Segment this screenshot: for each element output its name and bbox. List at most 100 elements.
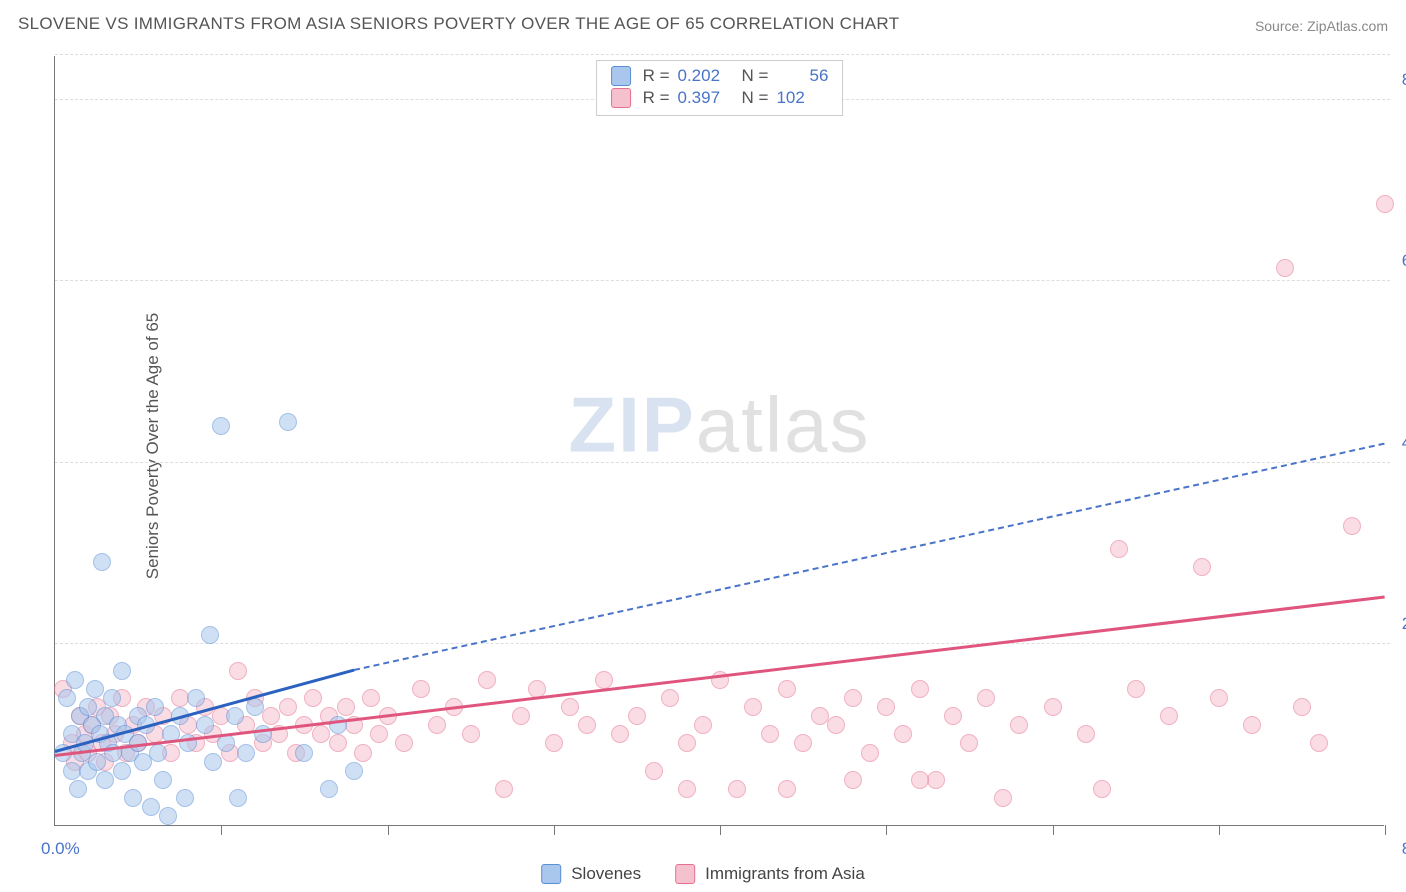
asia-point bbox=[844, 771, 862, 789]
asia-point bbox=[262, 707, 280, 725]
slovenes-point bbox=[146, 698, 164, 716]
legend-label-asia: Immigrants from Asia bbox=[705, 864, 865, 884]
slovenes-point bbox=[113, 762, 131, 780]
asia-point bbox=[279, 698, 297, 716]
n-label: N = bbox=[742, 65, 769, 87]
asia-point bbox=[578, 716, 596, 734]
asia-point bbox=[861, 744, 879, 762]
asia-point bbox=[1310, 734, 1328, 752]
slovenes-point bbox=[320, 780, 338, 798]
gridline bbox=[55, 462, 1390, 463]
slovenes-point bbox=[69, 780, 87, 798]
slovenes-point bbox=[279, 413, 297, 431]
slovenes-point bbox=[149, 744, 167, 762]
correlation-legend: R = 0.202 N = 56 R = 0.397 N = 102 bbox=[596, 60, 844, 116]
asia-point bbox=[911, 771, 929, 789]
x-tick bbox=[221, 825, 222, 835]
trend-slovenes-dashed bbox=[354, 443, 1385, 671]
slovenes-point bbox=[142, 798, 160, 816]
asia-point bbox=[1210, 689, 1228, 707]
x-tick bbox=[1219, 825, 1220, 835]
watermark: ZIPatlas bbox=[568, 380, 870, 471]
asia-point bbox=[370, 725, 388, 743]
slovenes-point bbox=[159, 807, 177, 825]
slovenes-point bbox=[196, 716, 214, 734]
asia-point bbox=[1276, 259, 1294, 277]
swatch-slovenes bbox=[541, 864, 561, 884]
r-value-slovenes: 0.202 bbox=[678, 65, 730, 87]
asia-point bbox=[1044, 698, 1062, 716]
asia-point bbox=[778, 780, 796, 798]
slovenes-point bbox=[187, 689, 205, 707]
slovenes-point bbox=[154, 771, 172, 789]
asia-point bbox=[1160, 707, 1178, 725]
asia-point bbox=[1193, 558, 1211, 576]
legend-label-slovenes: Slovenes bbox=[571, 864, 641, 884]
asia-point bbox=[478, 671, 496, 689]
asia-point bbox=[728, 780, 746, 798]
r-value-asia: 0.397 bbox=[678, 87, 730, 109]
watermark-zip: ZIP bbox=[568, 381, 695, 469]
asia-point bbox=[794, 734, 812, 752]
slovenes-point bbox=[345, 762, 363, 780]
asia-point bbox=[1293, 698, 1311, 716]
asia-point bbox=[911, 680, 929, 698]
x-tick bbox=[720, 825, 721, 835]
asia-point bbox=[171, 689, 189, 707]
asia-point bbox=[1243, 716, 1261, 734]
n-label: N = bbox=[742, 87, 769, 109]
asia-point bbox=[362, 689, 380, 707]
asia-point bbox=[844, 689, 862, 707]
x-tick-max: 80.0% bbox=[1402, 839, 1406, 859]
y-tick-label: 80.0% bbox=[1402, 70, 1406, 90]
asia-point bbox=[229, 662, 247, 680]
chart-title: SLOVENE VS IMMIGRANTS FROM ASIA SENIORS … bbox=[18, 14, 899, 34]
n-value-asia: 102 bbox=[776, 87, 828, 109]
asia-point bbox=[994, 789, 1012, 807]
asia-point bbox=[1343, 517, 1361, 535]
swatch-asia bbox=[675, 864, 695, 884]
asia-point bbox=[827, 716, 845, 734]
asia-point bbox=[545, 734, 563, 752]
asia-point bbox=[495, 780, 513, 798]
asia-point bbox=[1376, 195, 1394, 213]
asia-point bbox=[428, 716, 446, 734]
x-tick bbox=[1053, 825, 1054, 835]
asia-point bbox=[744, 698, 762, 716]
asia-point bbox=[944, 707, 962, 725]
slovenes-point bbox=[246, 698, 264, 716]
asia-point bbox=[304, 689, 322, 707]
asia-point bbox=[645, 762, 663, 780]
legend-item-asia: Immigrants from Asia bbox=[675, 864, 865, 884]
slovenes-point bbox=[79, 698, 97, 716]
x-tick bbox=[388, 825, 389, 835]
asia-point bbox=[960, 734, 978, 752]
asia-point bbox=[611, 725, 629, 743]
slovenes-point bbox=[58, 689, 76, 707]
slovenes-point bbox=[204, 753, 222, 771]
asia-point bbox=[694, 716, 712, 734]
x-tick bbox=[886, 825, 887, 835]
asia-point bbox=[329, 734, 347, 752]
asia-point bbox=[462, 725, 480, 743]
asia-point bbox=[678, 780, 696, 798]
asia-point bbox=[1110, 540, 1128, 558]
slovenes-point bbox=[226, 707, 244, 725]
slovenes-point bbox=[295, 744, 313, 762]
slovenes-point bbox=[176, 789, 194, 807]
x-tick bbox=[554, 825, 555, 835]
asia-point bbox=[595, 671, 613, 689]
trend-asia bbox=[55, 596, 1385, 758]
asia-point bbox=[761, 725, 779, 743]
asia-point bbox=[337, 698, 355, 716]
legend-item-slovenes: Slovenes bbox=[541, 864, 641, 884]
asia-point bbox=[354, 744, 372, 762]
slovenes-point bbox=[113, 662, 131, 680]
gridline bbox=[55, 643, 1390, 644]
swatch-asia bbox=[611, 88, 631, 108]
gridline bbox=[55, 280, 1390, 281]
slovenes-point bbox=[124, 789, 142, 807]
asia-point bbox=[778, 680, 796, 698]
legend-row-slovenes: R = 0.202 N = 56 bbox=[611, 65, 829, 87]
slovenes-point bbox=[212, 417, 230, 435]
